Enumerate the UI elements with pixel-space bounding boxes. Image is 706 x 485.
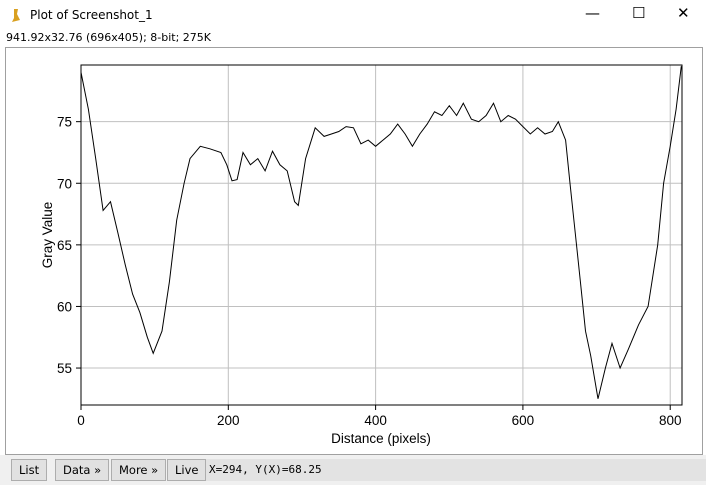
minimize[interactable]: — (585, 4, 600, 22)
y-tick-label: 70 (57, 176, 72, 191)
x-tick-label: 0 (77, 413, 85, 428)
button-bar: List Data » More » Live X=294, Y(X)=68.2… (0, 455, 706, 485)
x-axis-label: Distance (pixels) (331, 431, 431, 446)
x-tick-label: 400 (364, 413, 387, 428)
plot-frame (80, 64, 683, 406)
x-tick-label: 600 (512, 413, 535, 428)
status-field: X=294, Y(X)=68.25 (206, 459, 706, 481)
chart: Distance (pixels) Gray Value 55 60 65 70 75 0… (5, 47, 703, 455)
image-info: 941.92x32.76 (696x405); 8-bit; 275K (6, 31, 212, 44)
list-button[interactable]: List (11, 459, 48, 481)
x-tick-label: 200 (217, 413, 240, 428)
title-bar: Plot of Screenshot_1 — ☐ ✕ (0, 0, 706, 31)
x-tick-label: 800 (659, 413, 682, 428)
maximize[interactable]: ☐ (632, 4, 646, 22)
y-tick-label: 55 (57, 361, 72, 376)
live-button[interactable]: Live (167, 459, 207, 481)
close[interactable]: ✕ (677, 4, 690, 22)
plot-panel (5, 47, 703, 455)
window-title: Plot of Screenshot_1 (30, 8, 153, 22)
y-tick-label: 65 (57, 238, 72, 253)
y-axis-label: Gray Value (40, 202, 55, 269)
more-button[interactable]: More » (111, 459, 167, 481)
y-tick-label: 60 (57, 299, 72, 314)
data-button[interactable]: Data » (55, 459, 110, 481)
app-icon (12, 9, 20, 22)
y-tick-label: 75 (57, 115, 72, 130)
profile-line (80, 66, 682, 399)
